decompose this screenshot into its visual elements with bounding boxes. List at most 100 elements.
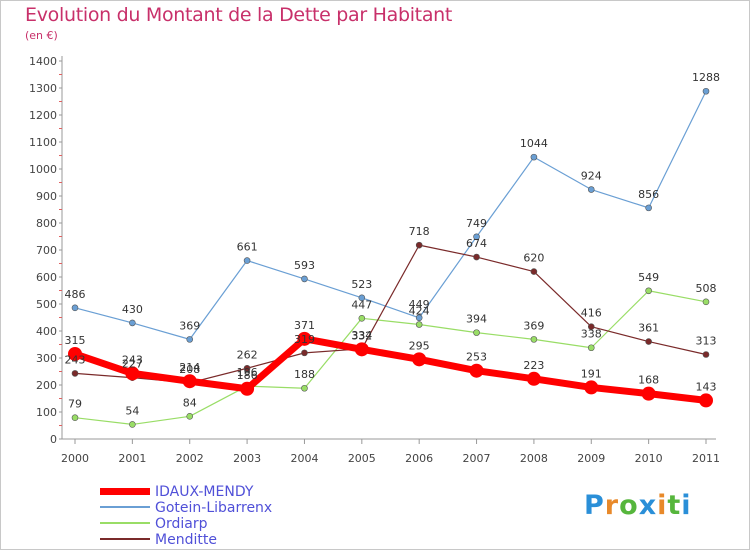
data-label-ordiarp: 447 <box>351 298 372 311</box>
data-point-gotein-libarrenx <box>186 336 194 343</box>
x-tick-label: 2007 <box>463 452 491 465</box>
data-label-idaux-mendy: 332 <box>351 329 372 342</box>
data-label-menditte: 718 <box>409 225 430 238</box>
data-label-menditte: 674 <box>466 237 487 250</box>
data-label-gotein-libarrenx: 749 <box>466 217 487 230</box>
data-point-gotein-libarrenx <box>645 204 652 212</box>
x-tick-label: 2004 <box>290 452 318 465</box>
legend-swatch-ordiarp <box>100 522 150 524</box>
y-tick-label: 0 <box>50 433 57 446</box>
y-tick-label: 300 <box>36 352 57 365</box>
data-point-ordiarp <box>530 336 538 343</box>
logo-letter: i <box>681 490 692 521</box>
y-tick-label: 1200 <box>29 109 57 122</box>
logo-letter: x <box>638 490 658 521</box>
data-point-idaux-mendy <box>68 346 82 361</box>
data-point-idaux-mendy <box>584 380 599 395</box>
data-label-menditte: 208 <box>179 363 200 376</box>
data-point-idaux-mendy <box>412 352 427 367</box>
legend-label: IDAUX-MENDY <box>155 484 254 500</box>
series-line-menditte <box>74 244 707 384</box>
legend-swatch-gotein-libarrenx <box>100 506 150 508</box>
data-label-gotein-libarrenx: 1288 <box>692 71 720 84</box>
x-tick-label: 2000 <box>61 452 89 465</box>
data-label-ordiarp: 394 <box>466 313 487 326</box>
data-point-idaux-mendy <box>354 342 369 357</box>
data-label-gotein-libarrenx: 486 <box>65 288 86 301</box>
data-point-gotein-libarrenx <box>702 87 710 95</box>
data-label-idaux-mendy: 223 <box>523 359 544 372</box>
proxiti-logo: Proxiti <box>584 490 692 521</box>
legend-label: Ordiarp <box>155 516 208 532</box>
data-point-ordiarp <box>702 298 710 306</box>
x-tick-label: 2010 <box>635 452 663 465</box>
data-label-ordiarp: 84 <box>183 396 197 409</box>
data-label-menditte: 243 <box>65 353 86 366</box>
data-label-idaux-mendy: 243 <box>122 353 143 366</box>
data-point-gotein-libarrenx <box>71 304 79 312</box>
data-label-menditte: 361 <box>638 322 659 335</box>
series-layer <box>68 87 713 428</box>
chart-subtitle: (en €) <box>25 29 58 42</box>
data-point-ordiarp <box>71 414 79 421</box>
data-point-ordiarp <box>358 315 366 322</box>
x-tick-label: 2008 <box>520 452 548 465</box>
y-tick-label: 800 <box>36 217 57 230</box>
data-label-gotein-libarrenx: 856 <box>638 188 659 201</box>
y-tick-label: 100 <box>36 406 57 419</box>
data-point-gotein-libarrenx <box>301 275 308 283</box>
chart-title: Evolution du Montant de la Dette par Hab… <box>25 4 453 26</box>
data-point-idaux-mendy <box>297 331 312 346</box>
data-point-gotein-libarrenx <box>587 186 595 193</box>
y-tick-label: 500 <box>36 298 57 311</box>
data-label-ordiarp: 54 <box>125 404 139 417</box>
legend-label: Gotein-Libarrenx <box>155 500 273 516</box>
logo-letter: t <box>667 490 682 521</box>
x-tick-label: 2006 <box>405 452 433 465</box>
data-label-menditte: 334 <box>351 329 372 342</box>
y-tick-label: 1400 <box>29 55 57 68</box>
data-point-idaux-mendy <box>240 381 255 396</box>
legend-label: Menditte <box>155 532 217 548</box>
data-point-idaux-mendy <box>526 371 541 386</box>
data-label-menditte: 313 <box>696 334 717 347</box>
data-point-menditte <box>71 370 79 377</box>
data-label-idaux-mendy: 315 <box>65 334 86 347</box>
data-point-idaux-mendy <box>641 386 656 401</box>
data-label-idaux-mendy: 371 <box>294 319 315 332</box>
data-point-ordiarp <box>473 329 480 336</box>
data-label-menditte: 227 <box>122 358 143 371</box>
data-label-gotein-libarrenx: 430 <box>122 303 143 316</box>
chart-axes: 0 100 200 300 400 500 600 700 800 900 1000 1100 1200… <box>29 55 720 465</box>
data-point-menditte <box>645 338 652 345</box>
data-point-menditte <box>530 268 538 275</box>
legend-swatch-menditte <box>100 538 150 540</box>
data-label-menditte: 416 <box>581 307 602 320</box>
x-tick-label: 2002 <box>176 452 204 465</box>
data-point-gotein-libarrenx <box>358 294 366 302</box>
x-tick-label: 2003 <box>233 452 261 465</box>
series-line-ordiarp <box>74 290 707 426</box>
y-tick-label: 900 <box>36 190 57 203</box>
logo-letter: r <box>604 490 620 521</box>
data-point-idaux-mendy <box>182 374 197 389</box>
y-tick-label: 200 <box>36 379 57 392</box>
data-point-ordiarp <box>186 413 194 420</box>
data-point-menditte <box>702 351 710 358</box>
x-tick-label: 2009 <box>577 452 605 465</box>
data-point-idaux-mendy <box>699 393 713 408</box>
data-label-gotein-libarrenx: 449 <box>409 298 430 311</box>
y-tick-label: 600 <box>36 271 57 284</box>
data-point-menditte <box>415 241 423 249</box>
data-label-gotein-libarrenx: 924 <box>581 170 602 183</box>
y-tick-label: 400 <box>36 325 57 338</box>
data-labels-layer: 315 243 214 186 371 332 295 253 223 191 168 143 486 4… <box>65 71 721 417</box>
data-label-menditte: 620 <box>523 252 544 265</box>
data-label-idaux-mendy: 295 <box>409 339 430 352</box>
x-tick-label: 2011 <box>692 452 720 465</box>
data-label-ordiarp: 338 <box>581 328 602 341</box>
data-label-ordiarp: 508 <box>696 282 717 295</box>
data-point-menditte <box>301 349 308 357</box>
data-label-ordiarp: 369 <box>523 319 544 332</box>
